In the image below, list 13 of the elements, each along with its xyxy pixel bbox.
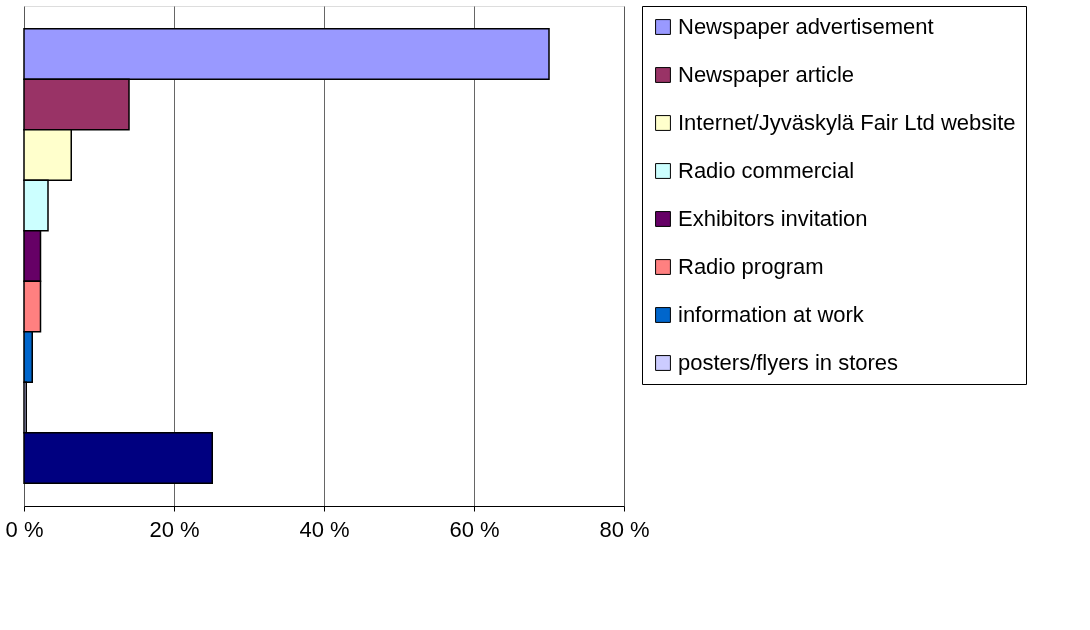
- x-tick-label: 60 %: [449, 516, 500, 542]
- x-tick-label: 0 %: [5, 516, 44, 542]
- legend-label: Radio program: [678, 254, 824, 279]
- legend-label: Newspaper advertisement: [678, 14, 934, 39]
- x-tick-label: 20 %: [149, 516, 200, 542]
- legend-label: posters/flyers in stores: [678, 350, 899, 375]
- legend-label: Internet/Jyväskylä Fair Ltd website: [678, 110, 1016, 135]
- x-tick-label: 80 %: [599, 516, 650, 542]
- legend-label: Newspaper article: [678, 62, 855, 87]
- legend-label: Exhibitors invitation: [678, 206, 868, 231]
- x-tick-label: 40 %: [299, 516, 350, 542]
- legend-label: information at work: [678, 302, 865, 327]
- legend-label: Radio commercial: [678, 158, 855, 183]
